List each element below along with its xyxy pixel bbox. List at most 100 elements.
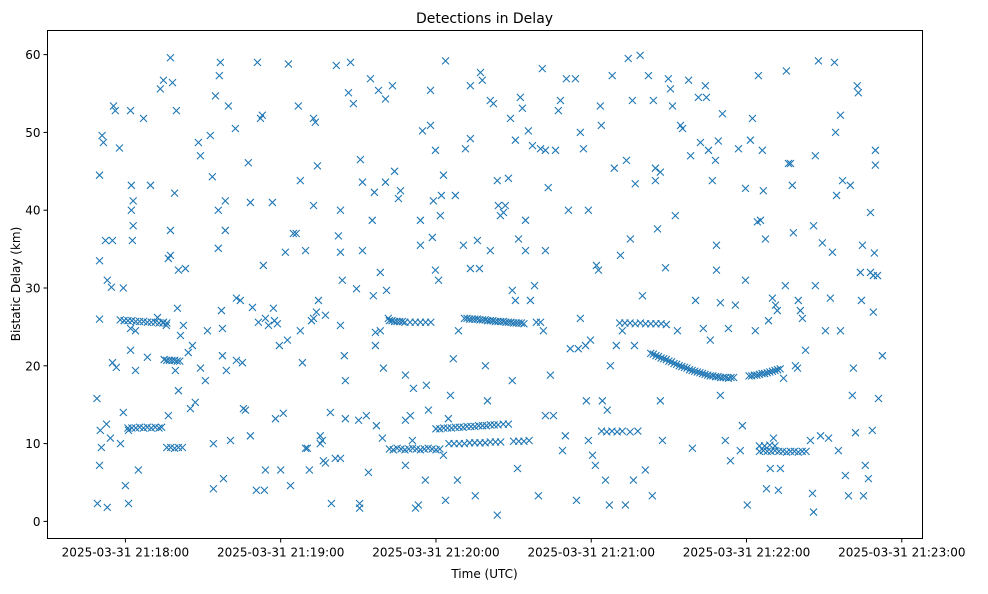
data-point bbox=[511, 296, 520, 305]
data-point bbox=[648, 491, 657, 500]
data-point bbox=[493, 511, 502, 520]
data-point bbox=[201, 376, 210, 385]
data-point bbox=[798, 314, 807, 323]
data-point bbox=[191, 398, 200, 407]
data-point bbox=[656, 168, 665, 176]
data-point bbox=[816, 431, 825, 440]
data-point bbox=[362, 411, 371, 420]
data-point bbox=[688, 444, 697, 453]
data-point bbox=[157, 423, 166, 432]
y-tick-label: 10 bbox=[25, 437, 40, 451]
data-point bbox=[528, 141, 537, 150]
data-point bbox=[754, 71, 763, 80]
data-point bbox=[828, 248, 837, 257]
data-point bbox=[774, 447, 783, 456]
data-point bbox=[101, 236, 110, 245]
data-point bbox=[693, 368, 702, 376]
y-axis-label: Bistatic Delay (km) bbox=[9, 227, 23, 342]
data-point bbox=[773, 306, 782, 315]
data-point bbox=[422, 381, 431, 390]
data-point bbox=[673, 326, 682, 335]
data-point bbox=[644, 71, 653, 80]
data-point bbox=[870, 249, 879, 257]
data-point bbox=[381, 178, 390, 187]
data-point bbox=[159, 76, 168, 85]
data-point bbox=[171, 366, 180, 375]
data-point bbox=[811, 151, 820, 160]
data-point bbox=[283, 336, 292, 345]
data-point bbox=[216, 58, 225, 67]
data-point bbox=[806, 436, 815, 445]
data-point bbox=[221, 196, 230, 205]
data-point bbox=[786, 447, 795, 456]
x-axis-label: Time (UTC) bbox=[450, 567, 517, 581]
data-point bbox=[98, 131, 106, 140]
data-point bbox=[459, 241, 468, 250]
data-point bbox=[659, 354, 668, 363]
data-point bbox=[612, 341, 621, 350]
data-point bbox=[481, 361, 490, 370]
data-point bbox=[461, 144, 470, 153]
data-point bbox=[356, 155, 365, 164]
x-tick-label: 2025-03-31 21:21:00 bbox=[528, 546, 655, 560]
data-point bbox=[671, 211, 680, 220]
data-point bbox=[743, 501, 752, 509]
data-point bbox=[541, 411, 550, 420]
data-point bbox=[664, 357, 673, 366]
data-point bbox=[188, 341, 197, 350]
data-point bbox=[584, 436, 593, 445]
data-point bbox=[318, 436, 327, 445]
data-point bbox=[786, 159, 795, 168]
data-point bbox=[622, 156, 631, 165]
data-point bbox=[418, 126, 427, 135]
data-point bbox=[760, 369, 769, 378]
data-point bbox=[831, 128, 840, 137]
data-point bbox=[811, 281, 820, 290]
data-point bbox=[771, 442, 779, 450]
data-point bbox=[434, 276, 443, 285]
data-point bbox=[147, 318, 156, 327]
data-point bbox=[454, 326, 463, 335]
data-point bbox=[668, 102, 677, 110]
data-point bbox=[779, 374, 788, 383]
data-point bbox=[618, 427, 627, 436]
data-point bbox=[296, 176, 305, 185]
data-point bbox=[426, 318, 435, 327]
data-point bbox=[546, 371, 555, 380]
data-point bbox=[736, 446, 745, 455]
data-point bbox=[179, 321, 188, 330]
data-point bbox=[782, 67, 791, 75]
data-point bbox=[738, 421, 747, 430]
data-point bbox=[106, 434, 115, 443]
data-point bbox=[120, 316, 128, 325]
data-point bbox=[127, 206, 136, 215]
data-point bbox=[549, 411, 558, 420]
data-point bbox=[821, 326, 830, 335]
data-point bbox=[694, 93, 703, 102]
data-point bbox=[414, 501, 423, 509]
data-point bbox=[759, 186, 768, 195]
data-point bbox=[471, 491, 480, 500]
data-point bbox=[768, 294, 777, 303]
data-point bbox=[312, 308, 321, 317]
data-point bbox=[441, 56, 450, 65]
data-point bbox=[596, 102, 605, 110]
data-point bbox=[382, 286, 391, 295]
data-point bbox=[752, 371, 761, 380]
data-point bbox=[311, 118, 320, 127]
data-point bbox=[794, 296, 803, 305]
data-point bbox=[401, 371, 410, 380]
data-point bbox=[338, 276, 347, 285]
data-point bbox=[355, 504, 364, 513]
data-point bbox=[371, 328, 380, 337]
data-point bbox=[793, 364, 802, 373]
data-point bbox=[316, 431, 325, 440]
data-point bbox=[215, 71, 224, 80]
data-point bbox=[764, 316, 773, 325]
data-point bbox=[616, 251, 625, 260]
data-point bbox=[174, 266, 183, 274]
data-point bbox=[309, 114, 318, 123]
data-point bbox=[93, 394, 101, 403]
data-point bbox=[172, 106, 181, 115]
